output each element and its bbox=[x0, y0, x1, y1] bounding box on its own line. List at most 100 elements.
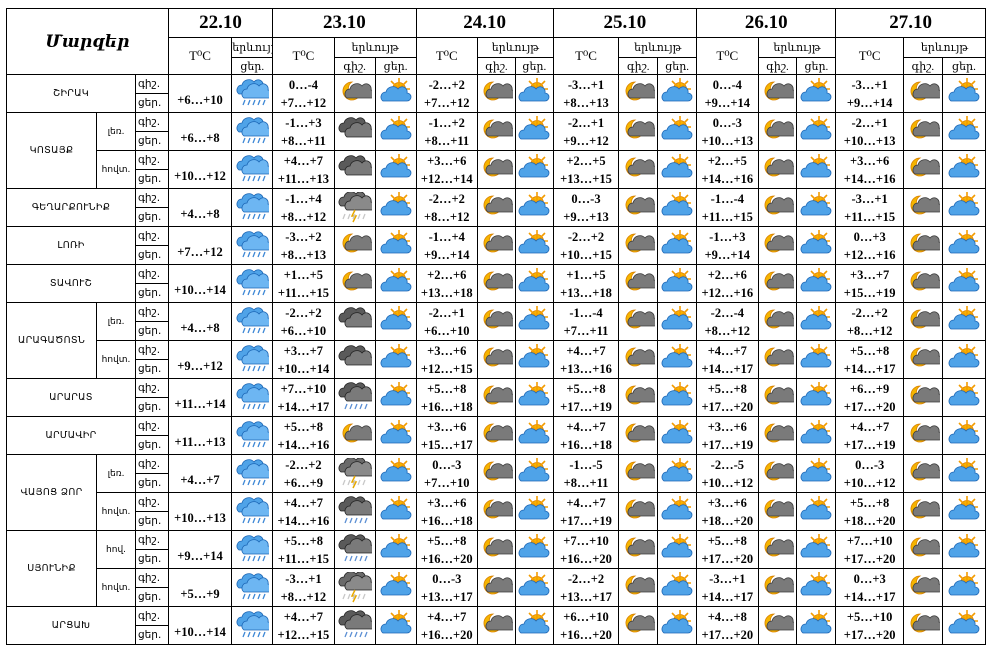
day-temperature: +13…+18 bbox=[560, 285, 612, 300]
rain-cloud-icon bbox=[231, 226, 274, 265]
table-row: հովտ. գիշ. +10…+12 +4…+7 +11…+13 +3…+6 +12…+1… bbox=[7, 150, 987, 189]
day-column-header: ցեր. bbox=[514, 57, 554, 75]
moon-cloud-icon bbox=[757, 492, 798, 531]
subregion-name: լեռ. bbox=[96, 302, 136, 341]
moon-cloud-icon bbox=[902, 302, 943, 341]
sun-cloud-icon bbox=[374, 226, 417, 265]
night-temperature: -3…+1 bbox=[851, 77, 888, 92]
night-temperature: +5…+10 bbox=[846, 609, 893, 624]
day-temperature: +8…+12 bbox=[280, 209, 327, 224]
night-temperature: +2…+5 bbox=[707, 153, 747, 168]
table-row: ԱՐԱԳԱԾՈՏՆ լեռ. գիշ. +4…+8 -2…+2 +6…+10 -2…+1 +… bbox=[5, 302, 987, 379]
night-temperature: -2…+1 bbox=[428, 305, 465, 320]
sun-cloud-icon bbox=[941, 150, 987, 189]
night-label: գիշ. bbox=[138, 154, 161, 166]
night-temperature: +3…+7 bbox=[850, 267, 890, 282]
moon-cloud-icon bbox=[476, 530, 516, 569]
sun-cloud-icon bbox=[374, 340, 417, 379]
day-temperature: +15…+17 bbox=[420, 437, 473, 452]
moon-cloud-icon bbox=[757, 226, 798, 265]
table-row: ԳԵՂԱՐՔՈՒՆԻՔ գիշ. +4…+8 -1…+4 +8…+12 -2…+2 +8…… bbox=[6, 188, 987, 227]
day-temperature: +17…+20 bbox=[701, 399, 754, 414]
night-temperature: +3…+6 bbox=[707, 495, 747, 510]
day-label-cell: ցեր. bbox=[135, 397, 169, 417]
subregion-label: հովտ. bbox=[101, 506, 131, 517]
table-row: ԱՐԱՐԱՏ գիշ. +11…+14 +7…+10 +14…+17 +5…+8 +16…… bbox=[6, 378, 987, 417]
subregion-label: լեռ. bbox=[107, 316, 125, 327]
sun-cloud-icon bbox=[514, 188, 554, 227]
table-row: ՍՅՈՒՆԻՔ հով. գիշ. +9…+14 +5…+8 +11…+15 +5…+8 +… bbox=[5, 530, 987, 607]
temperature-cell: +4…+8 +17…+20 bbox=[696, 606, 759, 645]
sun-cloud-icon bbox=[941, 606, 987, 645]
sun-cloud-icon bbox=[941, 226, 987, 265]
temperature-cell: +6…+10 bbox=[167, 74, 233, 113]
day-label: ցեր. bbox=[138, 591, 162, 603]
sun-cloud-icon bbox=[514, 264, 554, 303]
region-name: ԳԵՂԱՐՔՈՒՆԻՔ bbox=[6, 188, 136, 227]
night-column-header: գիշ. bbox=[476, 57, 516, 75]
rain-cloud-icon bbox=[231, 112, 274, 151]
day-temperature: +10…+14 bbox=[277, 361, 330, 376]
rain-cloud-icon bbox=[231, 454, 274, 493]
region-name: ԿՈՏԱՅՔ bbox=[5, 112, 98, 189]
moon-cloud-icon bbox=[757, 530, 798, 569]
day-temperature: +10…+12 bbox=[843, 475, 896, 490]
moon-cloud-icon bbox=[757, 112, 798, 151]
sun-cloud-icon bbox=[796, 188, 837, 227]
weather-label: երևույթ bbox=[773, 42, 821, 54]
day-label: ցեր. bbox=[138, 211, 162, 223]
temperature-cell: +11…+14 bbox=[167, 378, 233, 417]
dark-cloud-icon bbox=[333, 340, 376, 379]
sun-cloud-icon bbox=[657, 454, 698, 493]
night-temperature: +3…+6 bbox=[850, 153, 890, 168]
night-label: գիշ. bbox=[766, 60, 789, 73]
sun-cloud-icon bbox=[657, 416, 698, 455]
region-name: ՎԱՅՈՑ ՁՈՐ bbox=[5, 454, 98, 531]
day-label: ցեր. bbox=[138, 439, 162, 451]
sun-cloud-icon bbox=[657, 112, 698, 151]
day-temperature: +9…+14 bbox=[704, 95, 751, 110]
day-temperature: +12…+14 bbox=[420, 171, 473, 186]
night-column-header: գիշ. bbox=[618, 57, 659, 75]
moon-cloud-icon bbox=[618, 454, 659, 493]
moon-cloud-icon bbox=[476, 340, 516, 379]
moon-cloud-icon bbox=[902, 492, 943, 531]
day-temperature: +8…+13 bbox=[280, 247, 327, 262]
region-label: ԳԵՂԱՐՔՈՒՆԻՔ bbox=[31, 202, 111, 213]
sun-cloud-icon bbox=[657, 492, 698, 531]
temp-column-header: T⁰C bbox=[272, 37, 335, 75]
day-temperature: +10…+13 bbox=[701, 133, 754, 148]
moon-cloud-icon bbox=[333, 74, 376, 113]
day-temperature: +10…+13 bbox=[843, 133, 896, 148]
rain-cloud-icon bbox=[231, 378, 274, 417]
sun-cloud-icon bbox=[941, 302, 987, 341]
temperature-cell: -2…+2 +13…+17 bbox=[552, 568, 620, 607]
region-name: ՏԱՎՈՒՇ bbox=[6, 264, 136, 303]
sun-cloud-icon bbox=[374, 454, 417, 493]
night-temperature: 0…-4 bbox=[288, 77, 319, 92]
date-header: 22.10 bbox=[167, 8, 274, 38]
night-label: գիշ. bbox=[343, 60, 366, 73]
night-temperature: 0…-3 bbox=[712, 115, 742, 130]
forecast-table: Մարզեր 22.10 23.10 24.10 25.10 26.10 27.10 T⁰C ե… bbox=[5, 8, 987, 645]
day-label: ցեր. bbox=[138, 249, 162, 261]
day-label: ցեր. bbox=[138, 287, 162, 299]
night-label-cell: գիշ. bbox=[135, 74, 169, 94]
day-temperature: +12…+16 bbox=[843, 247, 896, 262]
temp-label: T⁰C bbox=[189, 48, 211, 63]
temperature-cell: -1…-4 +11…+15 bbox=[696, 188, 759, 227]
day-column-header: ցեր. bbox=[657, 57, 698, 75]
day-temperature: +10…+12 bbox=[701, 475, 754, 490]
night-temperature: 0…-3 bbox=[432, 457, 462, 472]
night-temperature: -1…+4 bbox=[285, 191, 322, 206]
day-temperature: +9…+14 bbox=[704, 247, 751, 262]
sun-cloud-icon bbox=[941, 568, 987, 607]
temp-column-header: T⁰C bbox=[696, 37, 759, 75]
moon-cloud-icon bbox=[902, 226, 943, 265]
day-temperature: +11…+15 bbox=[277, 551, 329, 566]
night-temperature: -2…+1 bbox=[851, 115, 888, 130]
sun-cloud-icon bbox=[657, 568, 698, 607]
rain-cloud-icon bbox=[231, 606, 274, 645]
table-row: հովտ. գիշ. +5…+9 -3…+1 +8…+12 0…-3 +13…+17 -2… bbox=[7, 568, 987, 607]
day-column-header: ցեր. bbox=[796, 57, 837, 75]
